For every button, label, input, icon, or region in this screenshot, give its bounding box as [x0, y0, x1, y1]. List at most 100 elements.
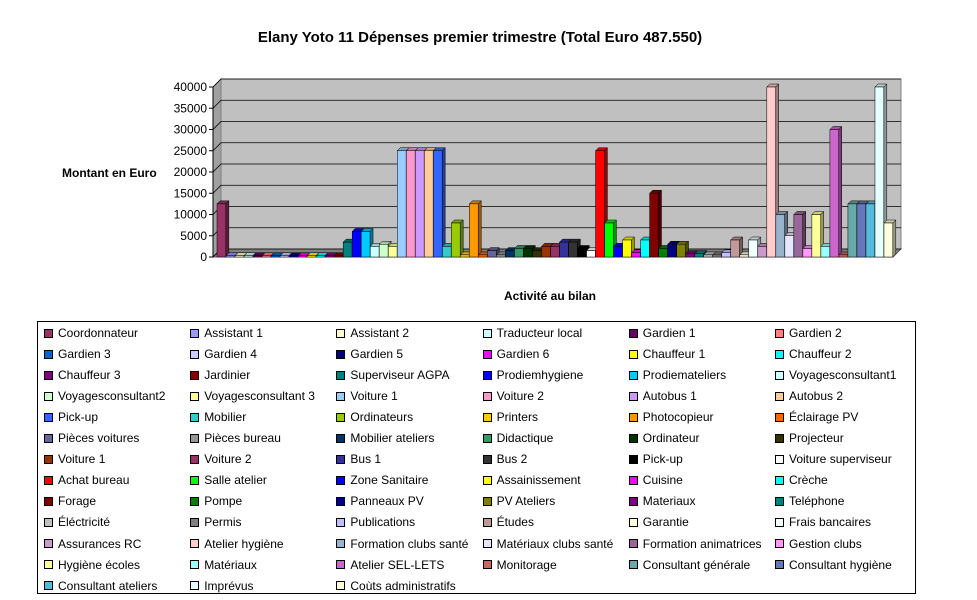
bar-side [459, 219, 464, 258]
legend-swatch [482, 539, 492, 548]
legend-label: Crèche [789, 473, 828, 488]
legend-label: Atelier hygiène [204, 536, 284, 551]
bar [252, 255, 263, 258]
legend-label: Gardien 2 [789, 326, 842, 340]
legend-item: Garantie [628, 512, 689, 532]
legend-item: Formation clubs santé [336, 534, 468, 554]
legend-item: Permis [190, 512, 242, 532]
bar [397, 150, 407, 258]
legend-swatch [190, 370, 200, 380]
bar [847, 203, 858, 258]
legend-swatch [482, 517, 492, 527]
bar [424, 150, 434, 258]
legend-swatch [190, 496, 200, 506]
legend-label: Voyagesconsultant1 [789, 368, 897, 383]
bar [532, 250, 542, 258]
legend-item: Gestion clubs [775, 534, 862, 554]
legend-item: Photocopieur [628, 407, 714, 427]
legend-swatch [628, 496, 638, 506]
legend-swatch [336, 560, 346, 570]
bar [622, 239, 632, 258]
legend-swatch [190, 560, 200, 570]
legend-label: Superviseur AGPA [350, 368, 450, 383]
legend-label: Atelier SEL-LETS [350, 557, 445, 572]
legend-item: Publications [336, 512, 415, 532]
legend-label: Voiture 2 [496, 389, 544, 404]
legend-label: Éclairage PV [789, 410, 859, 425]
legend-swatch [775, 328, 784, 338]
legend-label: Hygiène écoles [58, 557, 141, 572]
bar [604, 222, 614, 258]
legend-swatch [44, 581, 53, 591]
legend-swatch [190, 349, 200, 359]
y-tick-label: 25000 [174, 144, 208, 158]
bar [667, 244, 677, 258]
bar [739, 254, 749, 258]
bar [505, 250, 515, 258]
bar [270, 255, 281, 258]
legend-label: Gardien 3 [58, 347, 111, 362]
legend-item: Achat bureau [44, 470, 129, 490]
bar [586, 250, 596, 258]
legend-swatch [628, 412, 638, 422]
bar [568, 241, 578, 258]
bar [712, 254, 722, 258]
legend-swatch [336, 412, 346, 422]
y-tick-label: 30000 [174, 123, 208, 137]
legend-label: Assainissement [496, 473, 581, 488]
legend-label: Voyagesconsultant 3 [204, 389, 315, 404]
legend-item: Matériaux clubs santé [482, 534, 613, 554]
bar [360, 231, 371, 258]
legend-label: Materiaux [642, 494, 696, 509]
bar [730, 239, 740, 258]
legend-swatch [482, 496, 492, 506]
bar [496, 254, 506, 258]
legend-swatch [336, 370, 346, 380]
legend-item: Gardien 5 [336, 344, 403, 364]
legend-label: Salle atelier [204, 473, 267, 488]
bar [451, 222, 461, 258]
legend-item: Ordinateur [628, 428, 700, 448]
legend-label: Pompe [204, 494, 243, 509]
legend-swatch [44, 391, 53, 401]
legend-label: Mobilier [204, 410, 247, 425]
legend-swatch [775, 539, 784, 548]
bar [351, 231, 362, 258]
legend-item: Consultant générale [628, 555, 750, 575]
bar [649, 193, 659, 258]
legend-item: Assainissement [482, 470, 581, 490]
legend-swatch [190, 391, 200, 401]
bar [234, 255, 245, 258]
legend-swatch [628, 349, 638, 359]
legend-item: Bus 1 [336, 449, 381, 469]
legend-swatch [190, 454, 200, 464]
bar-side [441, 147, 446, 258]
bar [874, 86, 885, 258]
bar [342, 241, 353, 258]
bar [261, 255, 272, 258]
legend-label: PV Ateliers [496, 494, 556, 509]
legend-swatch [44, 517, 53, 527]
legend-item: Traducteur local [482, 323, 582, 343]
legend-label: Études [496, 515, 534, 530]
legend-label: Gardien 1 [642, 326, 696, 340]
legend-swatch [775, 391, 784, 401]
legend-item: Assurances RC [44, 534, 141, 554]
legend-item: Chauffeur 1 [628, 344, 705, 364]
bar [613, 246, 623, 258]
legend-label: Coùts administratifs [350, 578, 456, 593]
legend-label: Consultant ateliers [58, 578, 158, 593]
legend-label: Zone Sanitaire [350, 473, 429, 488]
legend-label: Voiture 1 [58, 452, 106, 467]
legend-item: Matériaux [190, 555, 257, 575]
legend-item: Atelier SEL-LETS [336, 555, 444, 575]
y-tick-label: 5000 [180, 229, 207, 243]
bar [595, 150, 605, 258]
bar-side [225, 200, 230, 258]
legend-item: Ordinateurs [336, 407, 413, 427]
legend-swatch [336, 496, 346, 506]
bar [856, 203, 867, 258]
legend-item: Voyagesconsultant1 [775, 365, 896, 385]
legend-swatch [482, 475, 492, 485]
legend-item: Frais bancaires [775, 512, 871, 532]
